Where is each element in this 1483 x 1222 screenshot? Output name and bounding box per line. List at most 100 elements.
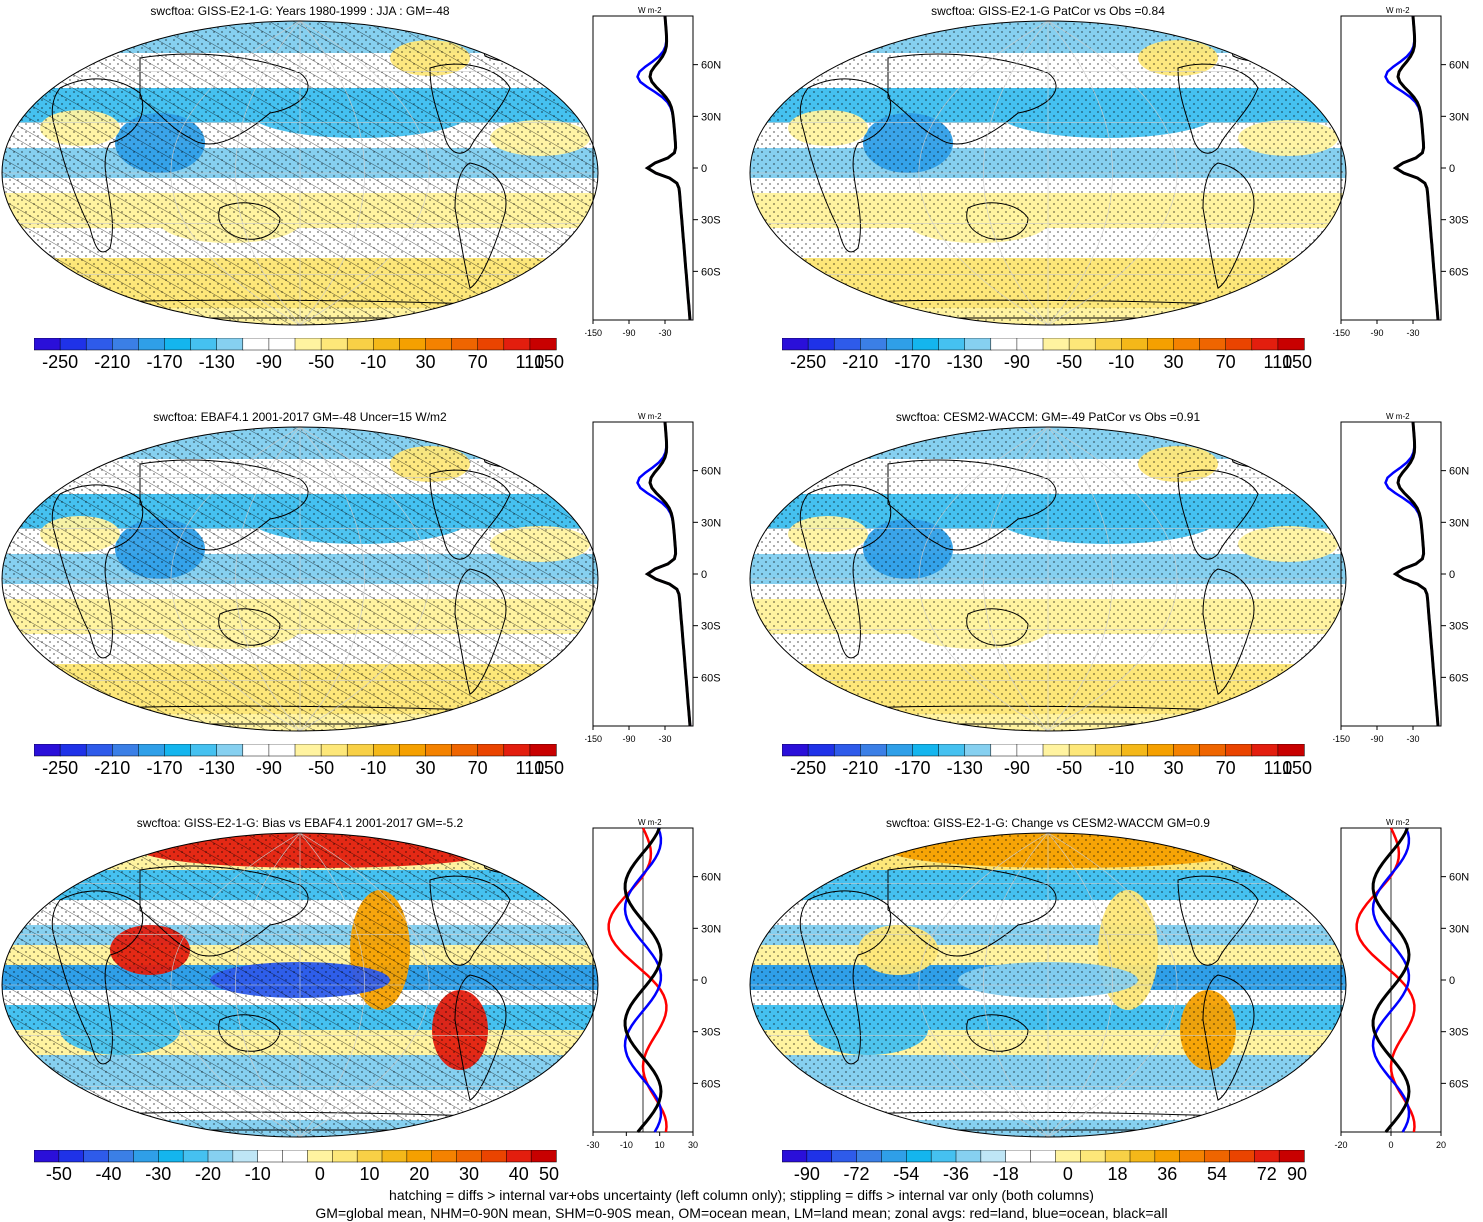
colorbar-swatch <box>1179 1150 1206 1163</box>
zonal-lat-label: 60S <box>701 266 721 278</box>
colorbar-swatch <box>58 1150 85 1163</box>
zonal-x-label: -90 <box>1370 734 1383 744</box>
zonal-lat-label: 30S <box>1449 1027 1469 1039</box>
colorbar-swatch <box>332 1150 358 1163</box>
colorbar-swatch <box>138 338 166 351</box>
colorbar-swatch <box>182 1150 209 1163</box>
colorbar <box>782 338 1305 351</box>
colorbar-swatch <box>806 1150 833 1163</box>
colorbar-swatch <box>886 338 914 351</box>
zonal-mean-plot: W m-2 60N 30N 0 30S 60S -30 -10 10 30 <box>586 818 721 1150</box>
zonal-curve-all <box>623 827 663 1133</box>
colorbar-swatch <box>1225 338 1253 351</box>
zonal-lat-label: 60S <box>1449 672 1469 684</box>
colorbar-swatch <box>190 338 218 351</box>
colorbar-swatch <box>503 744 531 757</box>
zonal-unit-label: W m-2 <box>1386 412 1410 421</box>
colorbar-tick-label: -10 <box>1108 758 1135 778</box>
zonal-lat-label: 0 <box>701 569 707 581</box>
zonal-unit-label: W m-2 <box>1386 6 1410 15</box>
colorbar-labels: -250 -210 -170 -130 -90 -50 -10 30 70 110 150 <box>782 352 1312 376</box>
colorbar-swatch <box>477 744 505 757</box>
colorbar <box>34 1150 557 1163</box>
colorbar-swatch <box>990 338 1018 351</box>
colorbar-swatch <box>856 1150 883 1163</box>
zonal-lat-label: 30N <box>701 923 721 935</box>
colorbar-tick-label: -90 <box>255 758 282 778</box>
colorbar-tick-label: -210 <box>94 352 131 372</box>
zonal-axis-box <box>1340 421 1442 727</box>
colorbar-swatch <box>1016 744 1044 757</box>
colorbar-swatch <box>1204 1150 1231 1163</box>
colorbar-swatch <box>112 744 140 757</box>
colorbar-swatch <box>373 338 401 351</box>
colorbar-swatch <box>807 338 835 351</box>
colorbar-swatch <box>399 338 427 351</box>
colorbar-swatch <box>268 338 296 351</box>
colorbar-tick-label: -170 <box>894 352 931 372</box>
zonal-curve-ocean <box>1371 827 1411 1133</box>
colorbar-swatch <box>1199 744 1227 757</box>
colorbar-swatch <box>833 744 861 757</box>
colorbar-tick-label: 0 <box>314 1164 325 1184</box>
colorbar-swatch <box>83 1150 110 1163</box>
colorbar-swatch <box>381 1150 408 1163</box>
colorbar-tick-label: 150 <box>533 352 565 372</box>
colorbar-tick-label: 10 <box>359 1164 380 1184</box>
zonal-unit-label: W m-2 <box>638 818 662 827</box>
zonal-lat-label: 30S <box>1449 621 1469 633</box>
colorbar-tick-label: -130 <box>198 758 235 778</box>
colorbar-labels: -250 -210 -170 -130 -90 -50 -10 30 70 110 150 <box>34 352 564 376</box>
colorbar-swatch <box>782 744 809 757</box>
colorbar-swatch <box>1229 1150 1255 1163</box>
zonal-lat-label: 30S <box>701 215 721 227</box>
colorbar-swatch <box>190 744 218 757</box>
zonal-unit-label: W m-2 <box>1386 818 1410 827</box>
colorbar-tick-label: -130 <box>946 352 983 372</box>
colorbar-tick-label: 110 <box>1263 352 1293 372</box>
colorbar-tick-label: 110 <box>1263 758 1293 778</box>
colorbar-swatch <box>906 1150 932 1163</box>
colorbar-tick-label: -90 <box>793 1164 820 1184</box>
colorbar-swatch <box>530 1150 557 1163</box>
colorbar-swatch <box>320 744 348 757</box>
colorbar-swatch <box>1030 1150 1057 1163</box>
zonal-lat-label: 30N <box>1449 923 1469 935</box>
colorbar-swatch <box>1278 1150 1305 1163</box>
colorbar-swatch <box>34 1150 60 1163</box>
panel-title: swcftoa: GISS-E2-1-G: Years 1980-1999 : … <box>150 4 450 18</box>
colorbar-swatch <box>1147 338 1175 351</box>
colorbar-swatch <box>1104 1150 1131 1163</box>
zonal-x-label: -90 <box>622 328 635 338</box>
colorbar-swatch <box>85 744 113 757</box>
zonal-x-label: -90 <box>1370 328 1383 338</box>
colorbar-swatch <box>216 338 244 351</box>
zonal-x-label: -150 <box>585 734 602 744</box>
zonal-x-label: 20 <box>1436 1140 1446 1150</box>
panel-title: swcftoa: GISS-E2-1-G: Bias vs EBAF4.1 20… <box>136 816 464 830</box>
zonal-x-label: 30 <box>688 1140 698 1150</box>
zonal-x-label: -30 <box>1406 734 1419 744</box>
zonal-lat-label: 60N <box>701 466 721 478</box>
colorbar-swatch <box>782 338 809 351</box>
zonal-x-label: -30 <box>658 328 671 338</box>
zonal-x-label: -20 <box>1334 1140 1347 1150</box>
zonal-lat-label: 0 <box>701 163 707 175</box>
zonal-lat-label: 60N <box>1449 466 1469 478</box>
zonal-lat-label: 60N <box>701 872 721 884</box>
panel-title: swcftoa: GISS-E2-1-G: Change vs CESM2-WA… <box>886 816 1210 830</box>
panel-obs-ebaf: swcftoa: EBAF4.1 2001-2017 GM=-48 Uncer=… <box>0 406 740 811</box>
zonal-lat-label: 30N <box>701 111 721 123</box>
colorbar-swatch <box>232 1150 259 1163</box>
zonal-x-label: -30 <box>658 734 671 744</box>
colorbar-tick-label: 54 <box>1206 1164 1228 1184</box>
colorbar-swatch <box>320 338 348 351</box>
colorbar-tick-label: -50 <box>45 1164 72 1184</box>
colorbar-tick-label: -40 <box>95 1164 122 1184</box>
robinson-map <box>749 20 1347 326</box>
footer-note-legend: GM=global mean, NHM=0-90N mean, SHM=0-90… <box>315 1205 1168 1221</box>
colorbar-swatch <box>1042 744 1070 757</box>
colorbar-swatch <box>1042 338 1070 351</box>
colorbar-swatch <box>242 338 270 351</box>
colorbar-tick-label: 70 <box>467 758 488 778</box>
